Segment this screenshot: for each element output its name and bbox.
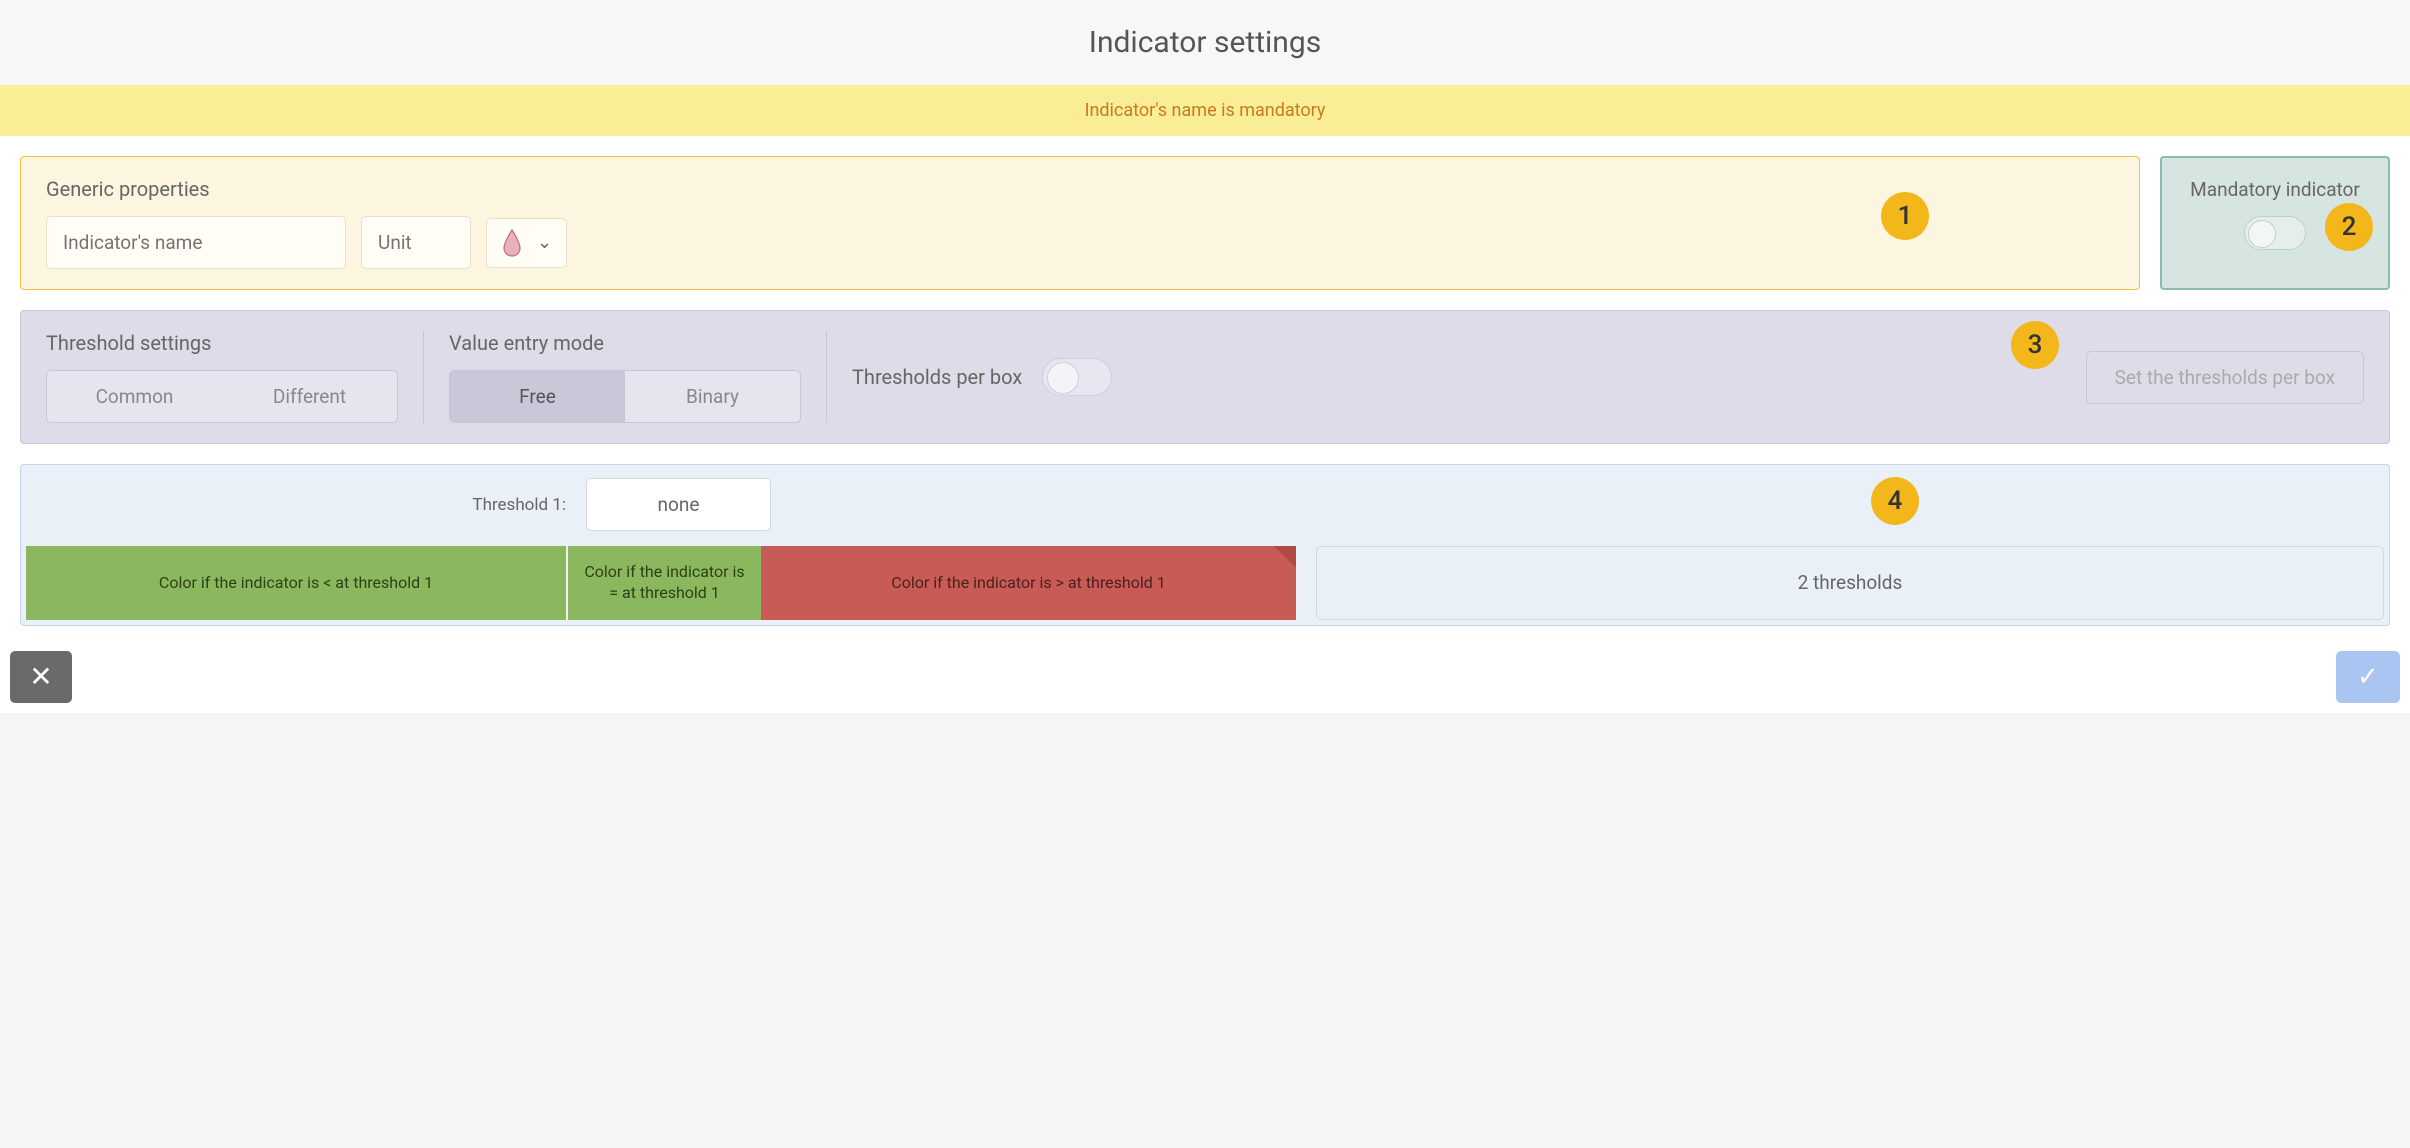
perbox-label: Thresholds per box [852, 365, 1022, 389]
value-entry-title: Value entry mode [449, 331, 801, 355]
divider [826, 331, 827, 423]
threshold1-input[interactable] [586, 478, 771, 531]
set-thresholds-perbox-button[interactable]: Set the thresholds per box [2086, 351, 2364, 404]
color-less-than[interactable]: Color if the indicator is < at threshold… [26, 546, 566, 620]
mandatory-title: Mandatory indicator [2187, 178, 2363, 201]
thresholds-count-button[interactable]: 2 thresholds [1316, 546, 2384, 620]
threshold-colors-panel: Threshold 1: Color if the indicator is <… [20, 464, 2390, 626]
main-content: Generic properties ⌄ 1 Mandatory indicat… [0, 136, 2410, 646]
threshold-settings-title: Threshold settings [46, 331, 398, 355]
icon-selector[interactable]: ⌄ [486, 218, 567, 268]
chevron-down-icon: ⌄ [537, 232, 552, 253]
value-mode-binary[interactable]: Binary [625, 371, 800, 422]
divider [423, 331, 424, 423]
threshold-mode-group: Common Different [46, 370, 398, 423]
color-equal[interactable]: Color if the indicator is = at threshold… [566, 546, 761, 620]
threshold1-label: Threshold 1: [26, 495, 566, 515]
generic-title: Generic properties [46, 177, 2114, 201]
indicator-name-input[interactable] [46, 216, 346, 269]
close-button[interactable]: ✕ [10, 651, 72, 703]
mandatory-indicator-panel: Mandatory indicator 2 [2160, 156, 2390, 290]
dialog-title: Indicator settings [0, 25, 2410, 60]
dialog-footer: ✕ ✓ [0, 646, 2410, 713]
dialog-header: Indicator settings [0, 0, 2410, 85]
close-icon: ✕ [29, 660, 52, 693]
confirm-button[interactable]: ✓ [2336, 651, 2400, 703]
generic-properties-panel: Generic properties ⌄ 1 [20, 156, 2140, 290]
color-greater-than[interactable]: Color if the indicator is > at threshold… [761, 546, 1296, 620]
check-icon: ✓ [2357, 662, 2379, 692]
drop-icon [501, 229, 523, 257]
value-mode-free[interactable]: Free [450, 371, 625, 422]
threshold-common-option[interactable]: Common [47, 371, 222, 422]
annotation-badge-1: 1 [1881, 192, 1929, 240]
annotation-badge-2: 2 [2325, 203, 2373, 251]
perbox-toggle[interactable] [1042, 358, 1112, 396]
unit-input[interactable] [361, 216, 471, 269]
annotation-badge-3: 3 [2011, 321, 2059, 369]
annotation-badge-4: 4 [1871, 477, 1919, 525]
value-mode-group: Free Binary [449, 370, 801, 423]
warning-text: Indicator's name is mandatory [1085, 100, 1326, 121]
threshold-different-option[interactable]: Different [222, 371, 397, 422]
threshold-settings-panel: Threshold settings Common Different Valu… [20, 310, 2390, 444]
warning-banner: Indicator's name is mandatory [0, 85, 2410, 136]
mandatory-toggle[interactable] [2244, 216, 2306, 250]
